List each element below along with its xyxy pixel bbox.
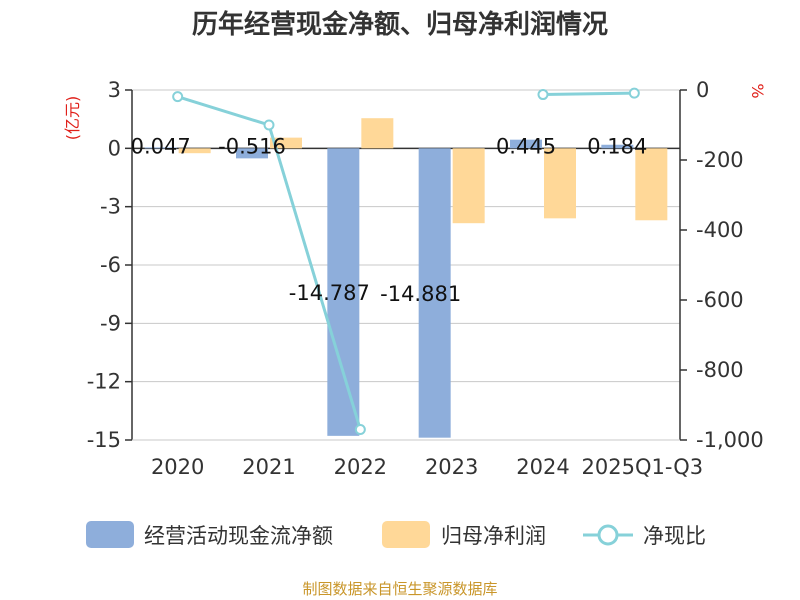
point-cash-ratio [263, 119, 275, 131]
left-axis-tick-label: -15 [87, 428, 121, 452]
bar-net-profit [178, 148, 211, 154]
right-axis-tick-label: -600 [696, 288, 744, 312]
right-axis-tick-label: -200 [696, 148, 744, 172]
right-axis-unit: % [748, 83, 767, 98]
legend-label-net-profit: 归母净利润 [441, 524, 546, 548]
left-axis-tick-label: 0 [108, 136, 121, 160]
bar-layer [144, 118, 668, 438]
point-cash-ratio [628, 87, 640, 99]
data-label-operating-cash-flow: 0.184 [587, 134, 647, 158]
label-layer: 0.047 -0.516 -14.787 -14.881 0.445 0.184 [131, 134, 648, 306]
source-note: 制图数据来自恒生聚源数据库 [302, 580, 497, 598]
legend-label-cash-ratio: 净现比 [643, 524, 706, 548]
left-axis-unit: (亿元) [63, 96, 82, 141]
bar-operating-cash-flow [418, 148, 451, 438]
bar-operating-cash-flow [601, 144, 634, 149]
line-layer [172, 87, 640, 435]
category-label: 2025Q1-Q3 [582, 455, 704, 479]
category-label: 2023 [425, 455, 478, 479]
left-axis-tick-label: -6 [100, 253, 121, 277]
data-label-operating-cash-flow: -14.881 [380, 282, 461, 306]
legend-label-operating-cash-flow: 经营活动现金流净额 [144, 524, 333, 548]
left-axis-tick-label: -12 [87, 370, 121, 394]
legend: 经营活动现金流净额 归母净利润 净现比 [86, 521, 706, 548]
data-label-operating-cash-flow: 0.047 [131, 134, 191, 158]
bar-net-profit [270, 137, 302, 149]
bar-net-profit [635, 148, 668, 221]
right-axis-tick-label: -1,000 [696, 428, 764, 452]
data-label-operating-cash-flow: -14.787 [289, 281, 370, 305]
bar-net-profit [452, 148, 485, 224]
legend-marker-cash-ratio [597, 524, 619, 546]
bar-operating-cash-flow [144, 147, 177, 149]
category-label: 2022 [334, 455, 387, 479]
bar-operating-cash-flow [236, 148, 268, 159]
left-axis-tick-label: -3 [100, 195, 121, 219]
right-axis-tick-label: 0 [696, 78, 709, 102]
legend-swatch-operating-cash-flow [86, 521, 134, 548]
point-cash-ratio [172, 91, 184, 103]
line-cash-ratio [542, 91, 635, 97]
category-label: 2021 [242, 455, 295, 479]
category-label: 2024 [516, 455, 569, 479]
legend-swatch-net-profit [382, 521, 430, 548]
data-label-operating-cash-flow: 0.445 [496, 134, 556, 158]
data-label-operating-cash-flow: -0.516 [218, 134, 286, 158]
right-axis-tick-label: -400 [696, 218, 744, 242]
left-axis-tick-label: -9 [100, 311, 121, 335]
right-axis-tick-label: -800 [696, 358, 744, 382]
axis-layer: 3 0 -3 -6 -9 -12 -15 0 -200 -400 -600 -800 -1,000 202… [87, 78, 764, 479]
chart-title: 历年经营现金净额、归母净利润情况 [192, 9, 608, 40]
point-cash-ratio [354, 424, 366, 435]
bar-operating-cash-flow [327, 148, 360, 436]
point-cash-ratio [537, 89, 549, 101]
bar-net-profit [544, 148, 576, 219]
bar-net-profit [361, 118, 394, 149]
left-axis-tick-label: 3 [108, 78, 121, 102]
bar-operating-cash-flow [510, 139, 542, 149]
category-label: 2020 [151, 455, 204, 479]
